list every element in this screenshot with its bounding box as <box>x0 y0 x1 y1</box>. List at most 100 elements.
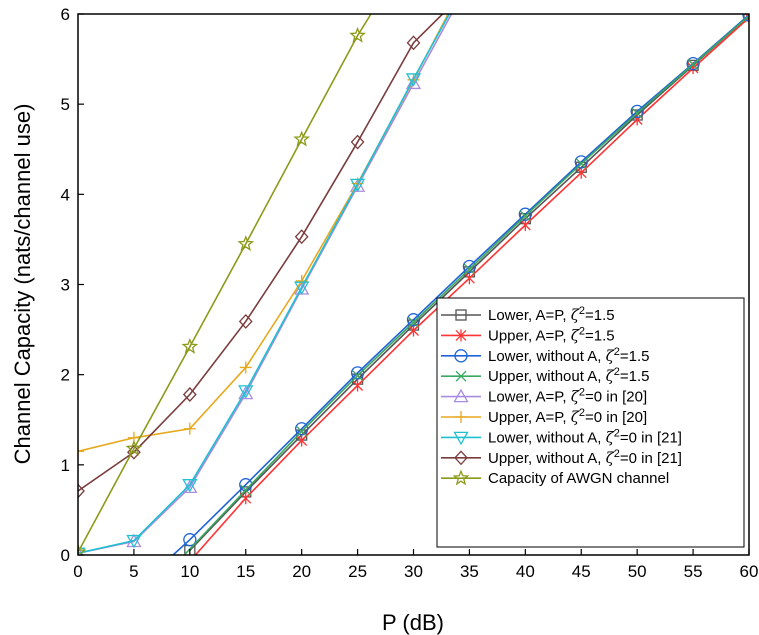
y-axis-label: Channel Capacity (nats/channel use) <box>10 104 35 465</box>
data-point <box>631 107 643 119</box>
x-tick-label: 25 <box>348 562 367 581</box>
data-point <box>126 534 142 549</box>
series-line <box>78 14 372 553</box>
legend-label: Capacity of AWGN channel <box>488 470 669 487</box>
legend-marker <box>455 329 467 342</box>
legend-label: Upper, without A, ζ2=0 in [21] <box>488 448 682 467</box>
y-tick-label: 6 <box>61 5 70 24</box>
data-point <box>182 387 197 402</box>
series-3 <box>172 14 749 555</box>
y-tick-label: 0 <box>61 546 70 565</box>
data-point <box>352 370 364 382</box>
data-point <box>183 533 197 547</box>
x-tick-label: 45 <box>572 562 591 581</box>
data-point <box>406 35 421 51</box>
data-point <box>350 366 365 380</box>
data-point <box>296 426 308 437</box>
data-point <box>349 26 366 43</box>
y-tick-label: 5 <box>61 95 70 114</box>
data-point <box>519 210 531 222</box>
data-point <box>294 229 309 245</box>
data-point <box>293 130 311 147</box>
data-point <box>463 272 475 285</box>
legend-item: Upper, without A, ζ2=0 in [21] <box>441 448 682 467</box>
data-point <box>408 324 419 337</box>
series-4 <box>183 14 749 555</box>
x-tick-label: 40 <box>516 562 535 581</box>
legend-marker <box>454 450 468 466</box>
series-2 <box>194 14 749 555</box>
data-point <box>350 134 365 150</box>
series-line <box>78 14 450 554</box>
data-point <box>519 218 531 231</box>
x-tick-label: 5 <box>129 562 138 581</box>
data-point <box>405 73 422 87</box>
x-tick-label: 20 <box>292 562 311 581</box>
data-point <box>742 14 749 22</box>
legend-label: Upper, A=P, ζ2=0 in [20] <box>488 407 647 426</box>
data-point <box>237 235 255 252</box>
legend-marker <box>455 370 467 382</box>
y-tick-label: 4 <box>61 185 70 204</box>
data-point <box>127 444 141 460</box>
legend-box <box>436 297 745 548</box>
data-point <box>405 75 422 90</box>
series-8 <box>78 14 444 499</box>
legend-item: Upper, A=P, ζ2=1.5 <box>441 325 615 344</box>
data-point <box>687 59 699 70</box>
series-line <box>172 14 749 555</box>
legend-marker <box>455 309 467 321</box>
legend-label: Upper, A=P, ζ2=1.5 <box>488 325 615 344</box>
legend-marker <box>453 431 469 446</box>
data-point <box>78 483 85 499</box>
legend-item: Lower, without A, ζ2=0 in [21] <box>441 427 682 446</box>
data-point <box>238 385 254 399</box>
data-point <box>462 259 477 274</box>
legend-marker <box>455 411 467 423</box>
series-line <box>78 14 453 554</box>
legend-item: Capacity of AWGN channel <box>441 469 669 487</box>
y-tick-label: 3 <box>61 276 70 295</box>
data-point <box>78 543 87 555</box>
data-point <box>181 337 199 354</box>
legend-item: Lower, without A, ζ2=1.5 <box>441 346 649 365</box>
data-point <box>238 314 253 329</box>
x-tick-label: 0 <box>73 562 82 581</box>
x-axis-label: P (dB) <box>382 610 444 635</box>
legend-item: Lower, A=P, ζ2=1.5 <box>441 305 615 324</box>
x-tick-label: 15 <box>236 562 255 581</box>
data-point <box>408 316 419 328</box>
y-tick-label: 1 <box>61 456 70 475</box>
x-tick-label: 50 <box>628 562 647 581</box>
data-point <box>78 445 84 458</box>
x-tick-label: 30 <box>404 562 423 581</box>
x-tick-label: 35 <box>460 562 479 581</box>
legend-label: Lower, A=P, ζ2=0 in [20] <box>488 387 647 406</box>
data-point <box>743 14 749 22</box>
data-point <box>352 379 364 392</box>
y-tick-label: 2 <box>61 366 70 385</box>
data-point <box>239 361 252 374</box>
data-point <box>575 166 587 179</box>
series-layer <box>78 14 749 555</box>
data-point <box>296 434 308 447</box>
x-axis: 0 5 10 15 20 25 30 35 40 45 50 55 60 <box>73 549 758 581</box>
legend-label: Upper, without A, ζ2=1.5 <box>488 366 649 385</box>
data-point <box>463 263 475 275</box>
data-point <box>295 422 309 436</box>
data-point <box>183 422 196 435</box>
y-axis: 0 1 2 3 4 5 6 <box>61 5 84 565</box>
data-point <box>743 14 749 22</box>
data-point <box>406 313 421 327</box>
data-point <box>518 207 532 221</box>
series-9 <box>78 14 372 555</box>
legend-marker <box>453 388 469 403</box>
x-tick-label: 55 <box>684 562 703 581</box>
legend-label: Lower, without A, ζ2=1.5 <box>488 346 649 365</box>
data-point <box>349 178 366 193</box>
series-line <box>78 14 444 492</box>
data-point <box>574 155 588 169</box>
series-7 <box>78 14 450 555</box>
data-point <box>240 484 252 496</box>
